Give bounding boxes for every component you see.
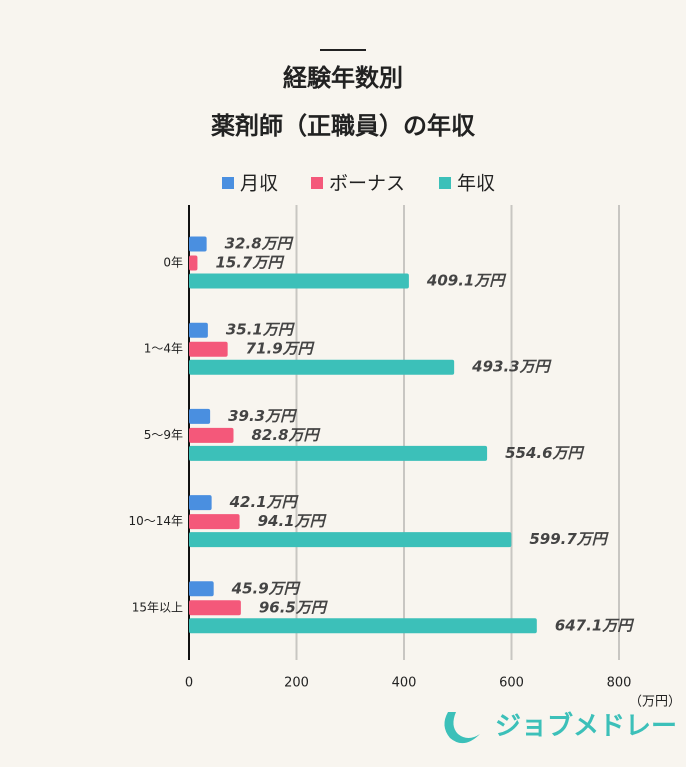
x-axis-unit: （万円）: [629, 695, 681, 710]
value-label: 71.9万円: [246, 340, 316, 358]
bar: [189, 408, 211, 424]
legend-label: ボーナス: [329, 173, 405, 195]
y-tick-label: 10～14年: [128, 514, 183, 528]
value-label: 35.1万円: [226, 321, 296, 339]
bar: [189, 514, 240, 530]
x-tick-label: 800: [607, 676, 632, 691]
chart-title: 経験年数別: [283, 64, 403, 92]
bar: [189, 359, 455, 375]
legend-swatch: [311, 177, 323, 189]
bar: [189, 445, 488, 461]
value-label: 599.7万円: [529, 530, 609, 548]
bar: [189, 495, 212, 511]
bar: [189, 273, 409, 289]
value-label: 82.8万円: [252, 426, 322, 444]
bar: [189, 236, 207, 252]
value-label: 96.5万円: [259, 598, 329, 616]
value-label: 15.7万円: [215, 254, 285, 272]
x-tick-label: 0: [185, 676, 193, 691]
logo-icon: [444, 712, 480, 744]
value-label: 39.3万円: [228, 407, 298, 425]
bar: [189, 255, 198, 271]
logo-text: ジョブメドレー: [495, 711, 677, 742]
bar: [189, 581, 214, 597]
value-label: 94.1万円: [258, 512, 328, 530]
value-label: 45.9万円: [231, 579, 302, 597]
y-tick-label: 15年以上: [132, 600, 183, 614]
value-label: 409.1万円: [426, 272, 507, 290]
y-tick-label: 1～4年: [144, 342, 183, 356]
value-label: 647.1万円: [555, 616, 635, 634]
value-label: 42.1万円: [229, 493, 300, 511]
bar: [189, 600, 241, 616]
bar: [189, 618, 537, 634]
bar: [189, 427, 234, 443]
value-label: 493.3万円: [471, 358, 552, 376]
bar: [189, 532, 512, 548]
legend-label: 年収: [457, 173, 495, 195]
legend-swatch: [222, 177, 234, 189]
chart-title: 薬剤師（正職員）の年収: [211, 112, 476, 140]
value-label: 554.6万円: [505, 444, 585, 462]
bar: [189, 322, 208, 338]
x-tick-label: 200: [284, 676, 309, 691]
y-tick-label: 0年: [163, 256, 183, 270]
legend-label: 月収: [240, 173, 278, 195]
value-label: 32.8万円: [225, 235, 295, 253]
x-tick-label: 600: [499, 676, 524, 691]
bar: [189, 341, 228, 357]
y-tick-label: 5～9年: [144, 428, 183, 442]
x-tick-label: 400: [392, 676, 417, 691]
legend-swatch: [439, 177, 451, 189]
